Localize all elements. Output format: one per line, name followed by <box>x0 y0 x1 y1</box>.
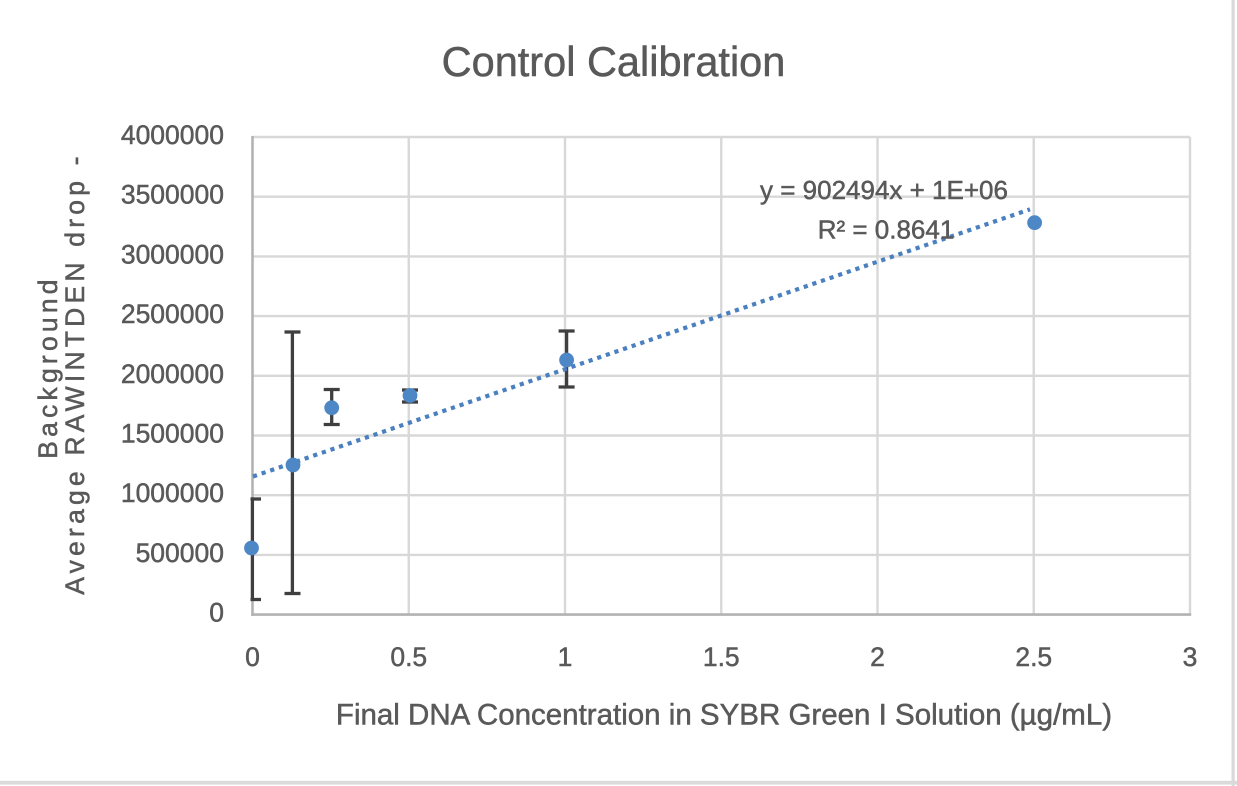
svg-text:y = 902494x + 1E+06: y = 902494x + 1E+06 <box>760 175 1008 205</box>
svg-text:2500000: 2500000 <box>121 299 224 329</box>
svg-text:2000000: 2000000 <box>121 359 224 389</box>
svg-text:0: 0 <box>209 598 224 628</box>
svg-text:1.5: 1.5 <box>703 642 740 672</box>
svg-text:1000000: 1000000 <box>121 478 224 508</box>
svg-text:3000000: 3000000 <box>121 239 224 269</box>
svg-text:Average RAWINTDEN drop -: Average RAWINTDEN drop - <box>60 152 90 594</box>
svg-text:Background: Background <box>33 275 63 458</box>
svg-text:3500000: 3500000 <box>121 180 224 210</box>
svg-text:2.5: 2.5 <box>1015 642 1052 672</box>
svg-text:3: 3 <box>1183 642 1198 672</box>
svg-text:0.5: 0.5 <box>390 642 427 672</box>
svg-text:R² = 0.8641: R² = 0.8641 <box>818 215 955 245</box>
svg-text:500000: 500000 <box>136 538 224 568</box>
svg-text:Final DNA Concentration in SYB: Final DNA Concentration in SYBR Green I … <box>336 699 1112 732</box>
svg-text:0: 0 <box>245 642 260 672</box>
svg-text:Control Calibration: Control Calibration <box>442 38 786 85</box>
svg-text:1: 1 <box>558 642 573 672</box>
svg-text:1500000: 1500000 <box>121 419 224 449</box>
svg-text:2: 2 <box>870 642 885 672</box>
svg-text:4000000: 4000000 <box>121 120 224 150</box>
